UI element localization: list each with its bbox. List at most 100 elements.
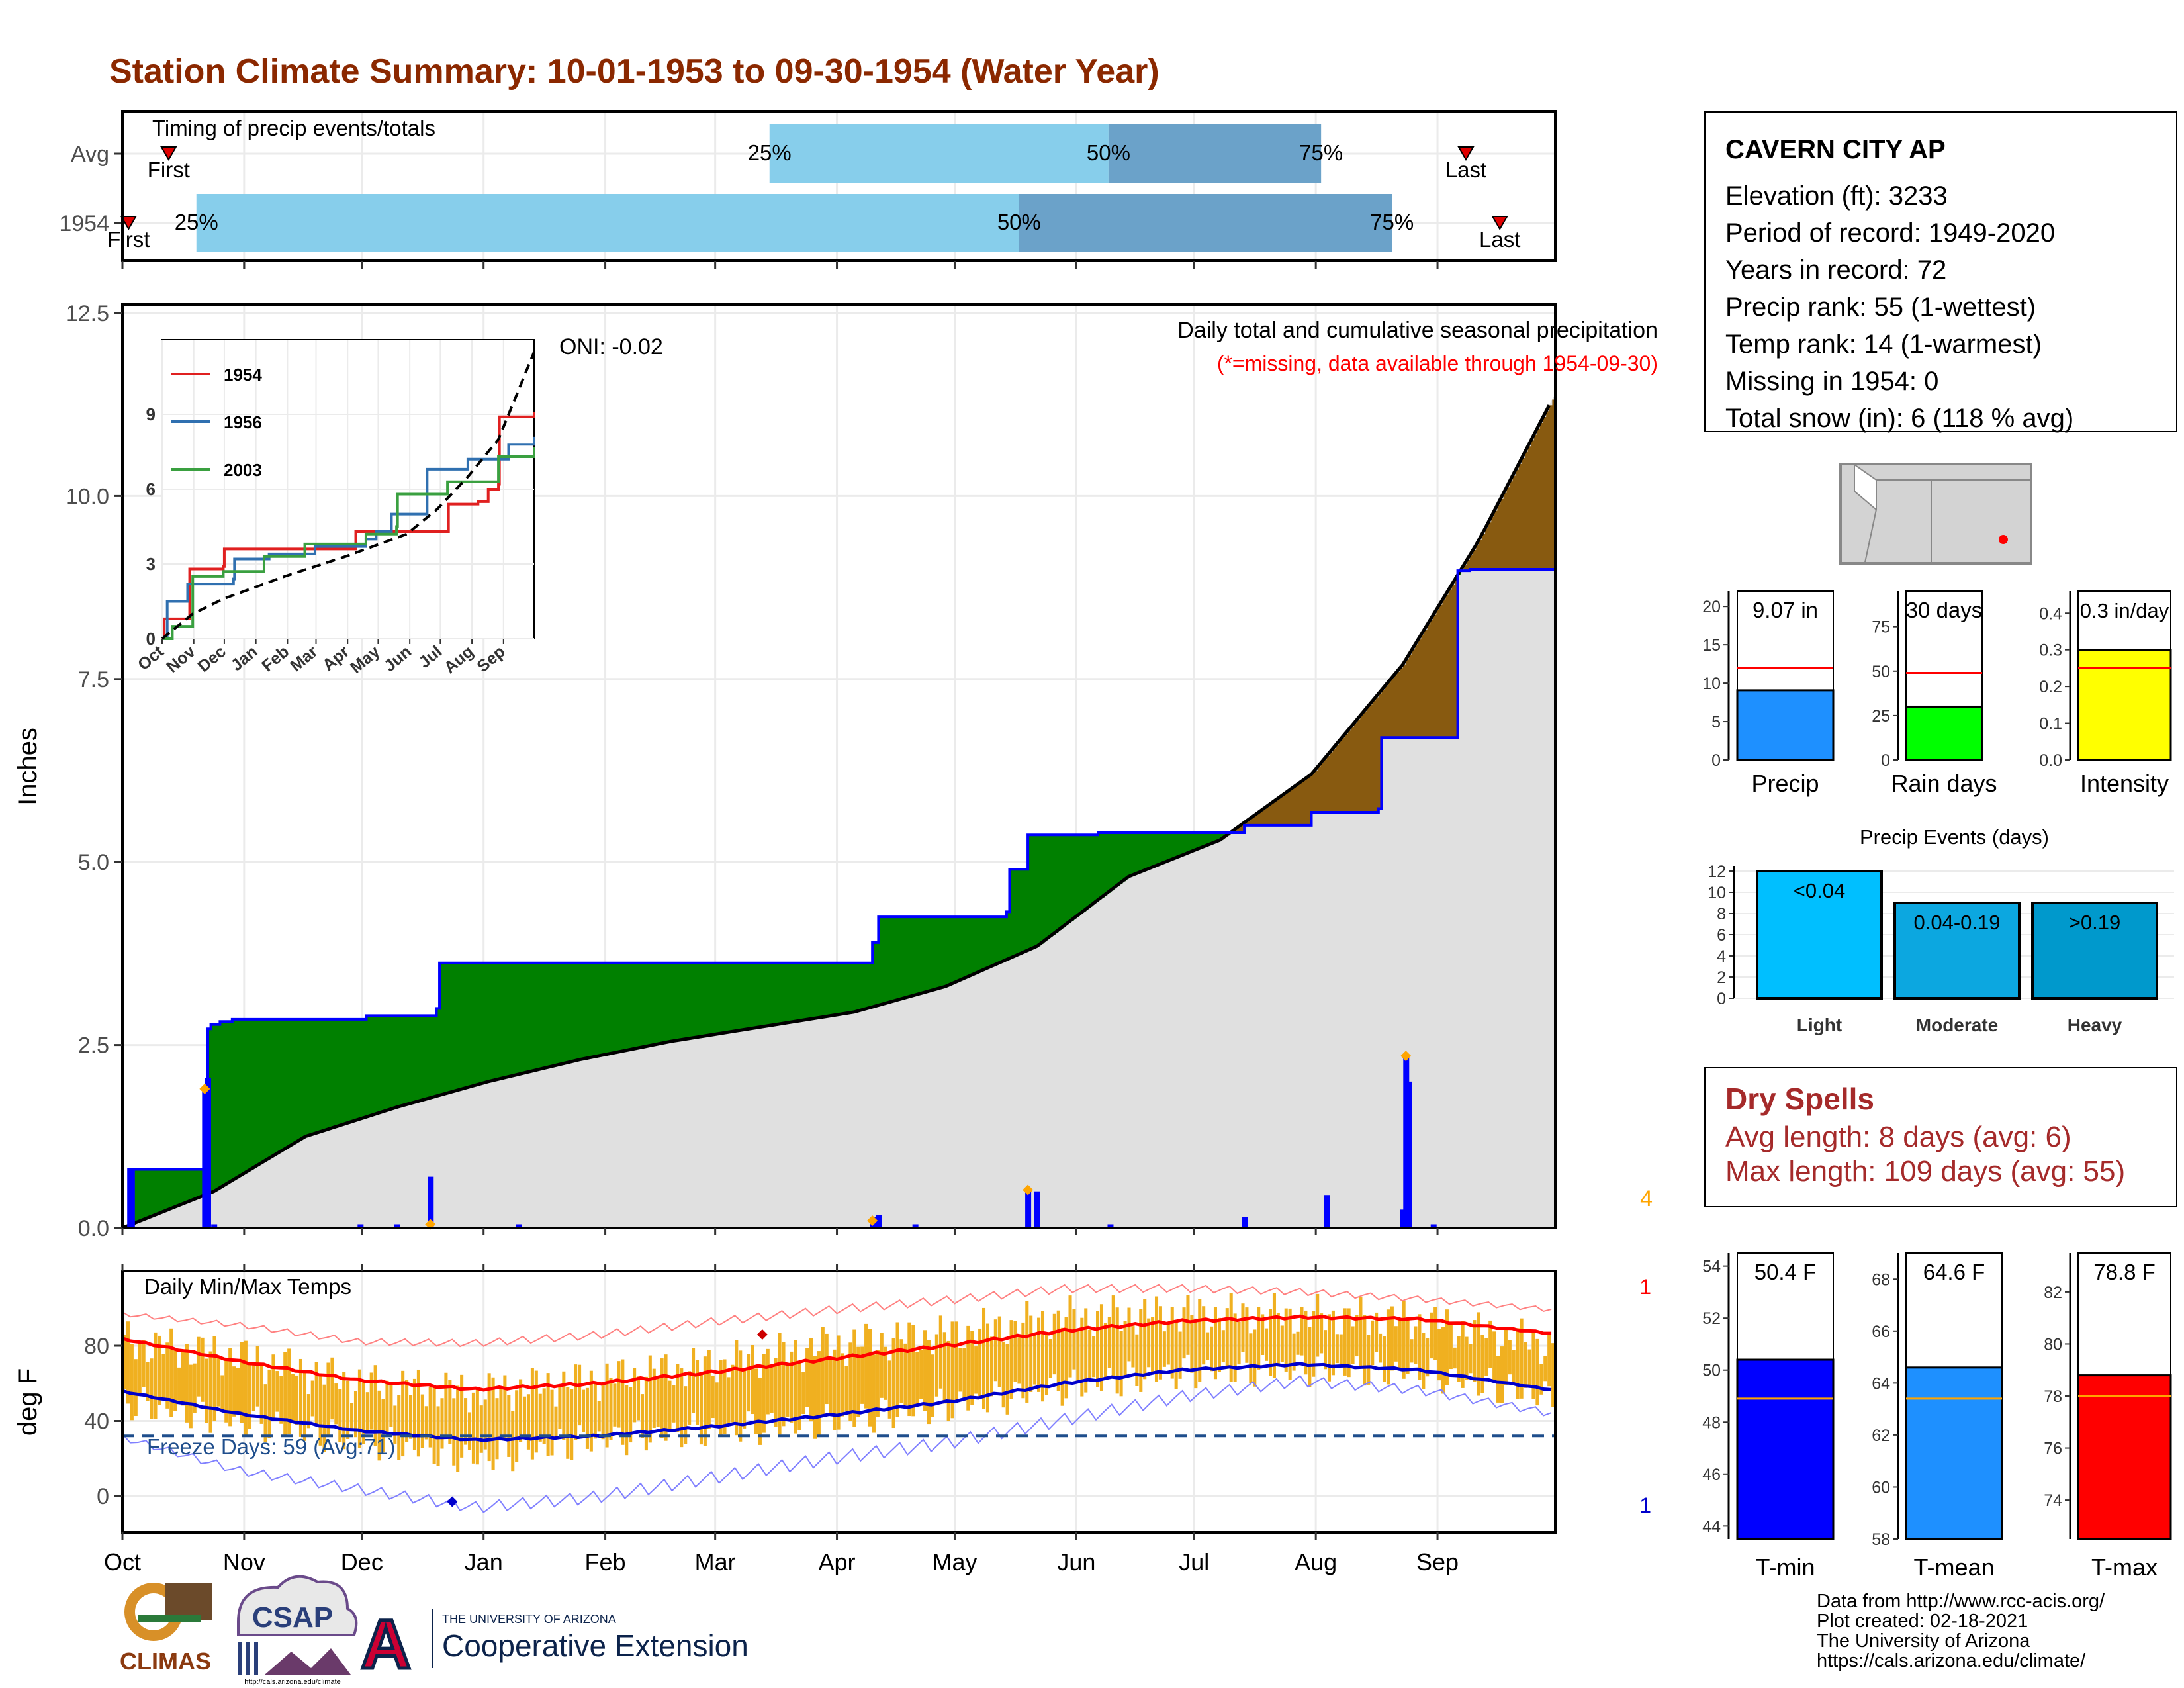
precip-difference-fill [482, 962, 486, 1084]
precip-difference-fill [1199, 832, 1203, 849]
daily-precip-bar [428, 1176, 434, 1228]
precip-difference-fill [400, 1015, 404, 1107]
daily-temp-range-bar [1103, 1323, 1107, 1380]
daily-temp-range-bar [985, 1323, 989, 1413]
daily-temp-range-bar [1441, 1327, 1445, 1394]
daily-temp-range-bar [322, 1384, 326, 1452]
timing-first-label: First [148, 158, 190, 182]
mini-bar-ytick-label: 0.2 [2039, 678, 2062, 696]
precip-difference-fill [1116, 832, 1120, 886]
precip-difference-fill [320, 1019, 324, 1132]
precip-difference-fill [406, 1015, 410, 1105]
precip-difference-fill [1083, 835, 1087, 912]
inset-series-line-avg [161, 352, 535, 640]
precip-difference-fill [412, 1015, 416, 1103]
daily-temp-range-bar [1304, 1310, 1308, 1375]
precip-difference-fill [159, 1169, 163, 1213]
inset-xtick-label: Jul [416, 642, 446, 672]
daily-temp-range-bar [1280, 1325, 1284, 1362]
daily-precip-bar [912, 1224, 919, 1228]
daily-temp-range-bar [848, 1342, 852, 1421]
daily-temp-range-bar [1017, 1337, 1021, 1384]
precip-difference-fill [1433, 614, 1437, 738]
daily-temp-range-bar [668, 1380, 672, 1430]
daily-temp-range-bar [876, 1350, 880, 1417]
daily-temp-range-bar [310, 1380, 314, 1417]
precip-difference-fill [698, 962, 702, 1037]
month-label: Feb [585, 1548, 626, 1575]
daily-temp-range-bar [499, 1389, 503, 1441]
daily-temp-range-bar [856, 1346, 860, 1417]
daily-temp-range-bar [1115, 1307, 1119, 1394]
precip-difference-fill [784, 962, 788, 1023]
precip-difference-fill [1463, 565, 1468, 571]
credit-line: Data from http://www.rcc-acis.org/ [1817, 1591, 2105, 1612]
daily-temp-range-bar [1430, 1312, 1433, 1359]
precip-difference-fill [833, 962, 837, 1016]
daily-temp-range-bar [817, 1351, 821, 1436]
precip-difference-fill [1366, 708, 1370, 813]
daily-temp-range-bar [739, 1350, 743, 1442]
daily-temp-range-bar [146, 1362, 150, 1401]
precip-difference-fill [860, 962, 864, 1011]
daily-temp-range-bar [1359, 1297, 1363, 1368]
precip-difference-fill [488, 962, 492, 1082]
inset-xtick-label: Dec [195, 642, 230, 676]
precip-difference-fill [814, 962, 818, 1019]
daily-temp-range-bar [1473, 1320, 1477, 1382]
month-label: Oct [104, 1548, 141, 1575]
precip-difference-fill [1140, 832, 1144, 872]
precip-difference-fill [854, 962, 858, 1012]
precip-difference-fill [491, 962, 495, 1081]
daily-temp-range-bar [1269, 1309, 1273, 1376]
daily-temp-range-bar [574, 1364, 578, 1440]
daily-temp-range-bar [617, 1361, 621, 1428]
mini-bar-ytick-label: 0.0 [2039, 751, 2062, 770]
daily-temp-range-bar [467, 1412, 472, 1450]
record-min-line [122, 1375, 1552, 1513]
mini-bar-ytick-label: 44 [1702, 1517, 1721, 1536]
station-info-box: CAVERN CITY AP Elevation (ft): 3233 Peri… [1704, 111, 2177, 433]
precip-difference-fill [732, 962, 736, 1032]
daily-temp-range-bar [1143, 1299, 1147, 1380]
precip-difference-fill [1131, 832, 1135, 876]
precip-difference-fill [232, 1019, 236, 1181]
daily-temp-range-bar [684, 1386, 688, 1444]
daily-temp-range-bar [790, 1351, 794, 1423]
precip-difference-fill [1412, 649, 1416, 738]
precip-difference-fill [875, 942, 879, 1006]
precip-difference-fill [369, 1015, 373, 1116]
daily-temp-range-bar [637, 1376, 641, 1421]
daily-temp-range-bar [1331, 1310, 1335, 1376]
precip-difference-fill [729, 962, 733, 1033]
daily-temp-range-bar [373, 1365, 377, 1447]
daily-temp-range-bar [735, 1340, 739, 1436]
daily-temp-range-bar [1437, 1329, 1441, 1381]
daily-temp-range-bar [523, 1396, 527, 1437]
precip-difference-fill [150, 1169, 154, 1217]
daily-temp-range-bar [1162, 1331, 1166, 1367]
daily-precip-bar [357, 1224, 364, 1228]
inset-xtick-label: May [347, 642, 383, 677]
daily-temp-range-bar [1394, 1326, 1398, 1362]
daily-temp-range-bar [205, 1358, 208, 1423]
daily-temp-range-bar [844, 1366, 848, 1412]
daily-temp-range-bar [236, 1368, 240, 1412]
precip-difference-fill [866, 962, 870, 1009]
daily-temp-range-bar [448, 1380, 452, 1444]
precip-difference-fill [277, 1019, 282, 1153]
daily-temp-range-bar [593, 1383, 597, 1439]
daily-temp-range-bar [519, 1379, 523, 1442]
precip-difference-fill [516, 962, 520, 1075]
precip-difference-fill [811, 962, 815, 1019]
precip-difference-fill [180, 1169, 184, 1205]
precip-difference-fill [1454, 579, 1459, 738]
precip-difference-fill [1479, 539, 1483, 569]
daily-precip-bar [128, 1169, 135, 1228]
inset-xtick-label: Feb [258, 642, 293, 675]
precip-difference-fill [780, 962, 785, 1024]
precip-difference-fill [533, 962, 538, 1071]
precip-difference-fill [281, 1019, 285, 1151]
daily-temp-range-bar [1040, 1311, 1045, 1402]
precip-difference-fill [1134, 832, 1138, 874]
